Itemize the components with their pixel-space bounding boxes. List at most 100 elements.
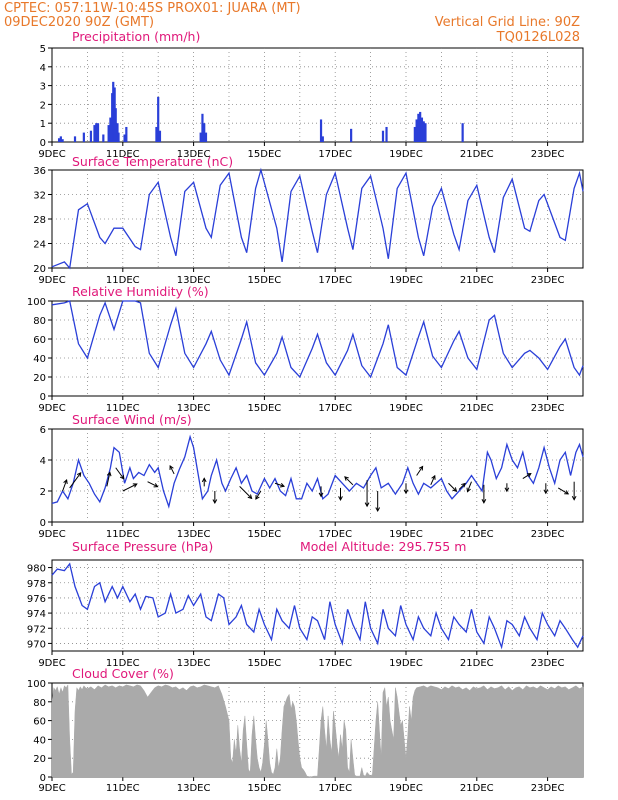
x-tick-label: 23DEC xyxy=(531,149,565,160)
series-line xyxy=(51,167,584,270)
x-tick-label: 13DEC xyxy=(177,529,211,540)
wind-arrow xyxy=(557,487,569,495)
x-tick-label: 23DEC xyxy=(531,403,565,414)
y-tick-label: 976 xyxy=(27,594,46,605)
y-tick-label: 60 xyxy=(33,335,46,346)
x-tick-label: 11DEC xyxy=(106,783,140,794)
x-tick-label: 19DEC xyxy=(389,529,423,540)
wind-arrow-head xyxy=(375,507,381,513)
y-tick-label: 970 xyxy=(27,639,46,650)
wind-arrow-head xyxy=(255,494,260,500)
wind-arrow xyxy=(458,483,466,490)
precip-bar xyxy=(422,121,425,142)
precip-bar xyxy=(381,130,385,142)
series-line xyxy=(51,300,584,379)
x-tick-label: 17DEC xyxy=(318,149,352,160)
x-tick-label: 13DEC xyxy=(177,783,211,794)
x-tick-label: 17DEC xyxy=(318,275,352,286)
wind-arrow-head xyxy=(279,482,286,488)
x-tick-label: 9DEC xyxy=(38,149,65,160)
wind-arrow xyxy=(62,479,68,492)
panel-title: Precipitation (mm/h) xyxy=(72,29,200,44)
x-tick-label: 21DEC xyxy=(460,275,494,286)
wind-arrow-head xyxy=(338,496,343,501)
wind-arrow-head xyxy=(466,487,471,493)
y-tick-label: 2 xyxy=(40,100,46,111)
y-tick-label: 20 xyxy=(33,373,46,384)
wind-arrow xyxy=(147,481,158,488)
wind-arrow-head xyxy=(63,479,68,485)
x-tick-label: 11DEC xyxy=(106,275,140,286)
x-tick-label: 15DEC xyxy=(248,658,282,669)
panel-0 xyxy=(48,47,584,146)
panel-3 xyxy=(48,428,584,526)
y-tick-label: 32 xyxy=(33,191,46,202)
wind-arrow xyxy=(416,466,424,476)
y-tick-label: 2 xyxy=(40,487,46,498)
precip-bar xyxy=(199,132,202,142)
x-tick-label: 15DEC xyxy=(248,149,282,160)
y-tick-label: 100 xyxy=(27,679,46,690)
y-tick-label: 60 xyxy=(33,717,46,728)
x-tick-label: 9DEC xyxy=(38,658,65,669)
precip-bar xyxy=(59,136,62,142)
panel-title: Surface Wind (m/s) xyxy=(72,412,192,427)
x-tick-label: 13DEC xyxy=(177,275,211,286)
y-tick-label: 100 xyxy=(27,297,46,308)
x-tick-label: 15DEC xyxy=(248,529,282,540)
y-tick-label: 5 xyxy=(40,44,46,55)
precip-bar xyxy=(350,128,353,142)
wind-arrow-head xyxy=(132,483,138,488)
header-date: 09DEC2020 90Z (GMT) xyxy=(4,15,155,30)
header-grid-note: Vertical Grid Line: 90Z xyxy=(434,15,580,30)
precip-bar xyxy=(319,119,323,142)
wind-arrow xyxy=(122,483,138,492)
x-tick-label: 21DEC xyxy=(460,403,494,414)
wind-arrow-head xyxy=(452,487,458,492)
y-tick-label: 4 xyxy=(40,456,46,467)
x-tick-label: 13DEC xyxy=(177,149,211,160)
header-title: CPTEC: 057:11W-10:45S PROX01: JUARA (MT) xyxy=(4,1,301,16)
panel-1 xyxy=(48,167,584,272)
y-tick-label: 0 xyxy=(40,518,46,529)
panel-title: Cloud Cover (%) xyxy=(72,666,174,681)
wind-arrow-head xyxy=(364,502,370,508)
precip-bar xyxy=(61,139,64,142)
y-tick-label: 80 xyxy=(33,316,46,327)
precip-bar xyxy=(415,119,418,142)
wind-arrow-head xyxy=(403,489,409,495)
panel-frame xyxy=(51,559,584,652)
precip-bar xyxy=(158,130,162,142)
y-tick-label: 40 xyxy=(33,354,46,365)
wind-arrow-head xyxy=(344,476,349,481)
panel-frame xyxy=(51,428,584,523)
wind-arrow xyxy=(430,475,436,486)
wind-arrow xyxy=(467,481,472,492)
wind-arrow-head xyxy=(318,492,324,498)
wind-arrow xyxy=(522,473,532,480)
y-tick-label: 0 xyxy=(40,773,46,784)
precip-bar xyxy=(117,132,120,142)
precip-bar xyxy=(420,117,424,142)
wind-arrow xyxy=(69,472,82,489)
cloud-cover-area xyxy=(51,684,584,778)
y-tick-label: 28 xyxy=(33,215,46,226)
x-tick-label: 23DEC xyxy=(531,783,565,794)
precip-bar xyxy=(96,123,100,142)
precip-bar xyxy=(157,96,160,142)
y-tick-label: 80 xyxy=(33,698,46,709)
wind-arrow xyxy=(239,485,252,499)
panel-5 xyxy=(48,682,584,781)
x-tick-label: 17DEC xyxy=(318,658,352,669)
precip-bar xyxy=(73,136,77,142)
y-tick-label: 20 xyxy=(33,754,46,765)
x-tick-label: 21DEC xyxy=(460,529,494,540)
precip-bar xyxy=(321,136,324,142)
wind-arrow-head xyxy=(106,471,112,477)
y-tick-label: 974 xyxy=(27,609,46,620)
precip-bar xyxy=(93,125,96,142)
wind-arrow xyxy=(255,490,262,500)
panel-4 xyxy=(48,559,584,655)
y-tick-label: 4 xyxy=(40,63,46,74)
panel-title: Relative Humidity (%) xyxy=(72,284,209,299)
